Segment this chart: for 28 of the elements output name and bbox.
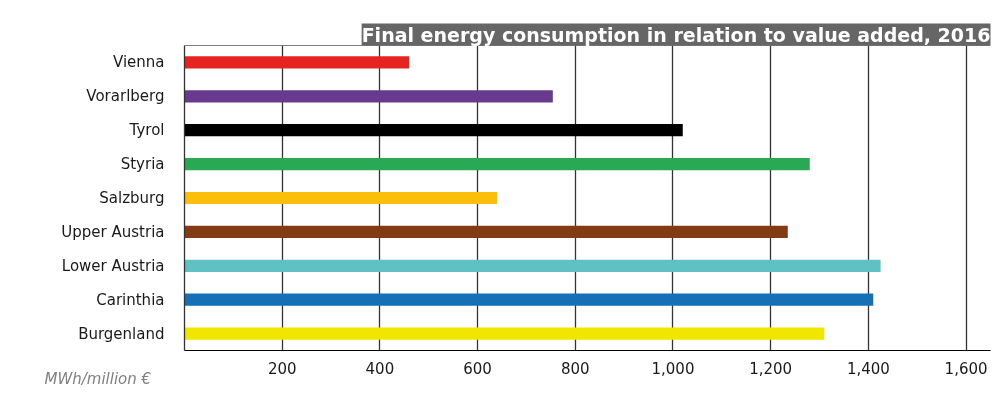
bar bbox=[184, 90, 553, 103]
x-tick-label: 1,400 bbox=[846, 359, 890, 378]
x-tick-label: 200 bbox=[267, 359, 297, 378]
x-tick-label: 1,000 bbox=[651, 359, 695, 378]
y-tick-label: Styria bbox=[120, 155, 165, 174]
x-tick-label: 600 bbox=[463, 359, 492, 378]
y-tick-label: Upper Austria bbox=[61, 222, 165, 241]
y-tick-label: Burgenland bbox=[78, 324, 165, 343]
y-tick-label: Vienna bbox=[112, 53, 165, 72]
bar bbox=[184, 259, 881, 272]
x-axis-title: MWh/million € bbox=[44, 369, 152, 388]
y-tick-label: Vorarlberg bbox=[86, 87, 165, 106]
bar bbox=[184, 158, 810, 171]
bar bbox=[184, 327, 825, 340]
x-tick-label: 1,600 bbox=[944, 359, 988, 378]
y-tick-label: Carinthia bbox=[96, 290, 165, 309]
bar bbox=[184, 293, 874, 306]
y-tick-label: Tyrol bbox=[128, 121, 165, 140]
x-tick-label: 400 bbox=[365, 359, 395, 378]
x-tick-label: 800 bbox=[560, 359, 590, 378]
y-tick-label: Salzburg bbox=[99, 189, 165, 207]
chart-title: Final energy consumption in relation to value added, 2016 bbox=[361, 23, 991, 46]
bar bbox=[184, 225, 788, 238]
x-tick-label: 1,200 bbox=[749, 359, 793, 378]
bar bbox=[184, 56, 410, 69]
bar bbox=[184, 191, 498, 205]
y-tick-label: Lower Austria bbox=[61, 256, 165, 275]
bar bbox=[184, 124, 683, 137]
